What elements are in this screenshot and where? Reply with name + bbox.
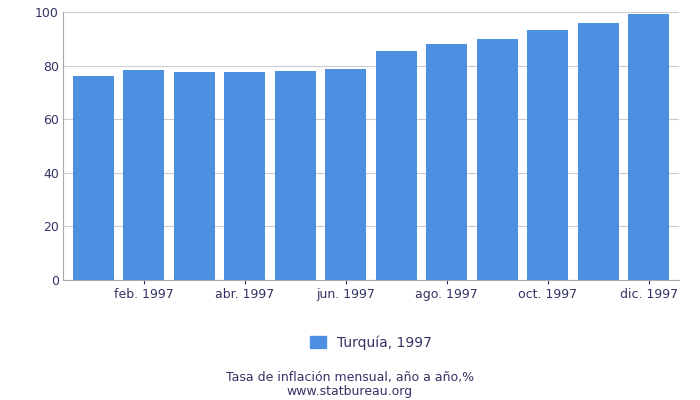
Bar <box>527 30 568 280</box>
Legend: Turquía, 1997: Turquía, 1997 <box>304 330 438 356</box>
Bar <box>274 71 316 280</box>
Bar <box>325 69 367 280</box>
Bar <box>174 72 215 280</box>
Text: Tasa de inflación mensual, año a año,%: Tasa de inflación mensual, año a año,% <box>226 372 474 384</box>
Bar <box>628 14 669 280</box>
Bar <box>375 51 417 280</box>
Bar <box>578 23 619 280</box>
Bar <box>123 70 164 280</box>
Bar <box>73 76 114 280</box>
Bar <box>477 38 518 280</box>
Bar <box>224 72 265 280</box>
Text: www.statbureau.org: www.statbureau.org <box>287 385 413 398</box>
Bar <box>426 44 468 280</box>
